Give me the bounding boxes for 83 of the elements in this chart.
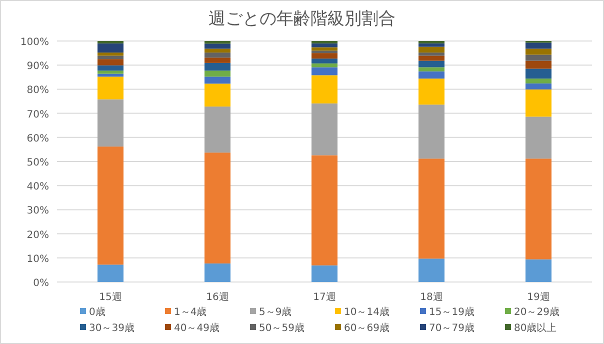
bar xyxy=(312,265,338,282)
bar xyxy=(204,84,230,107)
legend-label: 15～19歳 xyxy=(429,306,474,318)
legend-label: 40～49歳 xyxy=(174,322,220,334)
bar xyxy=(312,58,338,64)
bar xyxy=(204,263,230,282)
x-tick-label: 17週 xyxy=(313,292,336,303)
bar xyxy=(526,68,552,79)
bar xyxy=(98,70,124,74)
bar xyxy=(526,158,552,260)
bar xyxy=(98,146,124,265)
chart-title: 週ごとの年齢階級別割合 xyxy=(208,9,396,29)
bar xyxy=(204,106,230,153)
bar xyxy=(312,43,338,48)
x-tick-label: 15週 xyxy=(99,292,122,303)
bar xyxy=(312,53,338,59)
bar xyxy=(312,67,338,76)
y-tick-label: 100% xyxy=(20,37,49,48)
bar xyxy=(98,264,124,282)
bar xyxy=(204,62,230,71)
bar xyxy=(204,70,230,77)
legend-label: 0歳 xyxy=(89,306,106,318)
y-tick-label: 60% xyxy=(26,133,49,144)
bar xyxy=(204,152,230,264)
bar xyxy=(526,83,552,90)
bar xyxy=(98,65,124,71)
bar xyxy=(418,104,444,159)
bar xyxy=(98,76,124,100)
bar xyxy=(312,75,338,104)
bar xyxy=(98,59,124,66)
bar xyxy=(98,43,124,53)
bar xyxy=(526,89,552,117)
y-tick-label: 40% xyxy=(26,182,49,193)
bar xyxy=(312,63,338,68)
bar xyxy=(526,78,552,84)
bar xyxy=(526,42,552,49)
bar xyxy=(418,67,444,72)
bar xyxy=(418,258,444,282)
bar xyxy=(418,43,444,47)
bar xyxy=(204,58,230,63)
legend-label: 1～4歳 xyxy=(174,306,207,318)
y-tick-label: 20% xyxy=(26,230,49,241)
bar xyxy=(312,50,338,54)
legend-label: 60～69歳 xyxy=(344,322,390,334)
legend-label: 20～29歳 xyxy=(514,306,560,318)
legend-label: 50～59歳 xyxy=(259,322,304,334)
bar xyxy=(418,56,444,61)
bar xyxy=(418,158,444,259)
bar xyxy=(526,116,552,159)
bar xyxy=(418,52,444,56)
y-tick-label: 10% xyxy=(26,254,49,265)
bar xyxy=(98,56,124,60)
legend-label: 70～79歳 xyxy=(429,322,474,334)
bar xyxy=(204,48,230,53)
legend-label: 30～39歳 xyxy=(89,322,134,334)
bar xyxy=(418,78,444,105)
bar xyxy=(418,60,444,68)
bar xyxy=(418,71,444,79)
bar xyxy=(312,155,338,266)
bar xyxy=(526,259,552,282)
legend-label: 10～14歳 xyxy=(344,306,390,318)
x-tick-label: 16週 xyxy=(206,292,229,303)
legend-label: 5～9歳 xyxy=(259,306,292,318)
y-tick-label: 90% xyxy=(26,61,49,72)
bar xyxy=(204,44,230,49)
bar xyxy=(312,103,338,156)
bar xyxy=(526,54,552,61)
y-tick-label: 80% xyxy=(26,85,49,96)
y-tick-label: 0% xyxy=(33,278,49,289)
bar xyxy=(204,41,230,44)
bar xyxy=(204,52,230,58)
legend-label: 80歳以上 xyxy=(514,322,557,334)
y-tick-label: 50% xyxy=(26,158,49,168)
bar xyxy=(98,52,124,56)
x-tick-label: 19週 xyxy=(527,292,550,303)
y-tick-label: 70% xyxy=(26,109,49,120)
bar xyxy=(98,99,124,147)
bar xyxy=(526,60,552,69)
x-tick-label: 18週 xyxy=(420,292,443,303)
bar xyxy=(526,48,552,55)
y-tick-label: 30% xyxy=(26,206,49,217)
bar xyxy=(418,46,444,53)
bar xyxy=(204,76,230,84)
